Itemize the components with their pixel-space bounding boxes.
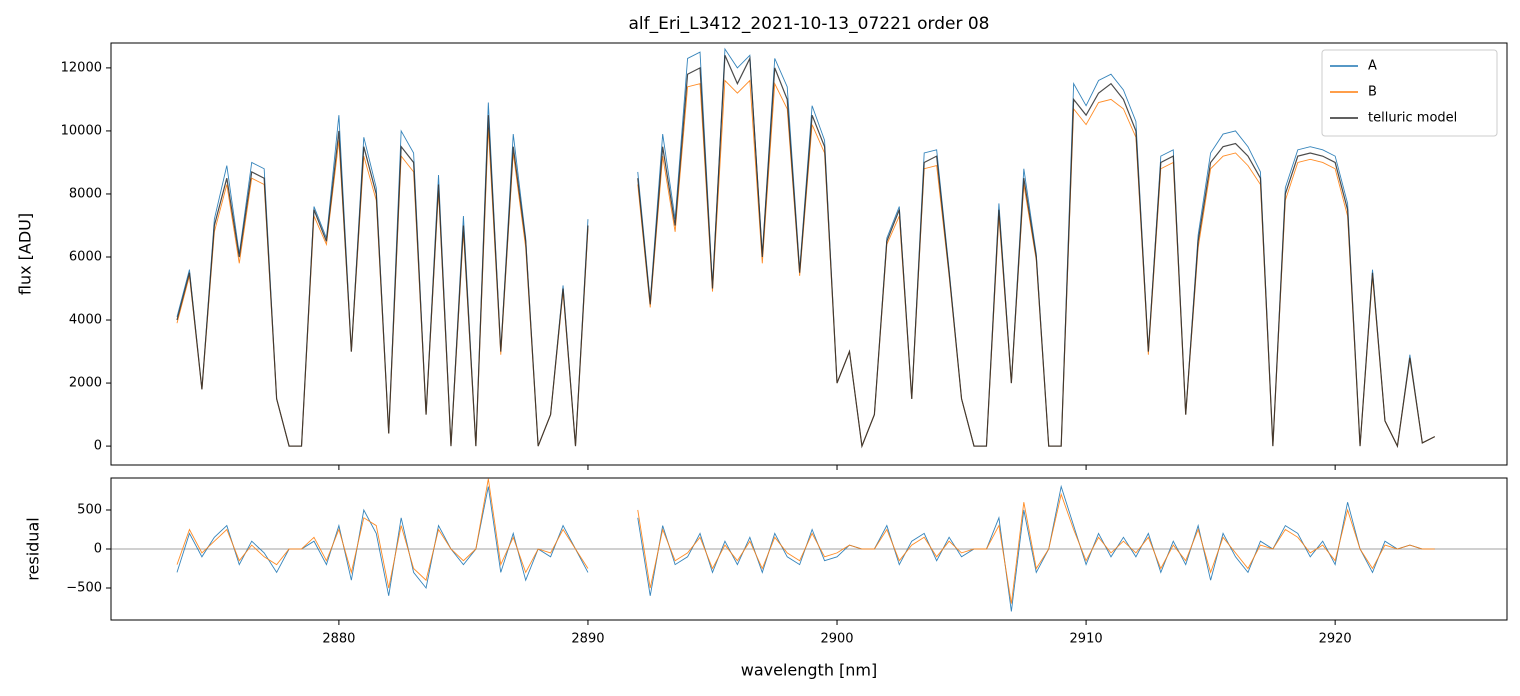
x-tick-label: 2920 (1319, 632, 1352, 647)
y-tick-label: 500 (77, 502, 102, 517)
y-axis-label: flux [ADU] (16, 213, 35, 295)
x-tick-label: 2900 (820, 632, 853, 647)
y-tick-label: 10000 (61, 123, 102, 138)
axes-frame (110, 42, 1508, 466)
plot-area (111, 478, 1507, 612)
legend-label: A (1368, 59, 1377, 74)
y-tick-label: 0 (94, 542, 102, 557)
y-tick-label: 4000 (69, 313, 102, 328)
x-tick-label: 2910 (1070, 632, 1103, 647)
y-tick-label: 12000 (61, 60, 102, 75)
y-tick-label: −500 (66, 581, 102, 596)
x-axis-label: wavelength [nm] (741, 661, 878, 680)
series-line (176, 79, 1435, 448)
legend-label: B (1368, 85, 1377, 100)
series-line (176, 478, 1435, 604)
y-axis-label: residual (24, 517, 43, 580)
plot-area (176, 47, 1436, 449)
chart-title: alf_Eri_L3412_2021-10-13_07221 order 08 (629, 14, 990, 34)
y-tick-label: 8000 (69, 186, 102, 201)
y-tick-label: 2000 (69, 376, 102, 391)
y-tick-label: 0 (94, 439, 102, 454)
y-tick-label: 6000 (69, 249, 102, 264)
legend-label: telluric model (1368, 111, 1457, 126)
legend-box (1321, 49, 1498, 137)
x-tick-label: 2890 (571, 632, 604, 647)
series-line (176, 55, 1436, 449)
x-tick-label: 2880 (322, 632, 355, 647)
series-line (176, 47, 1435, 448)
